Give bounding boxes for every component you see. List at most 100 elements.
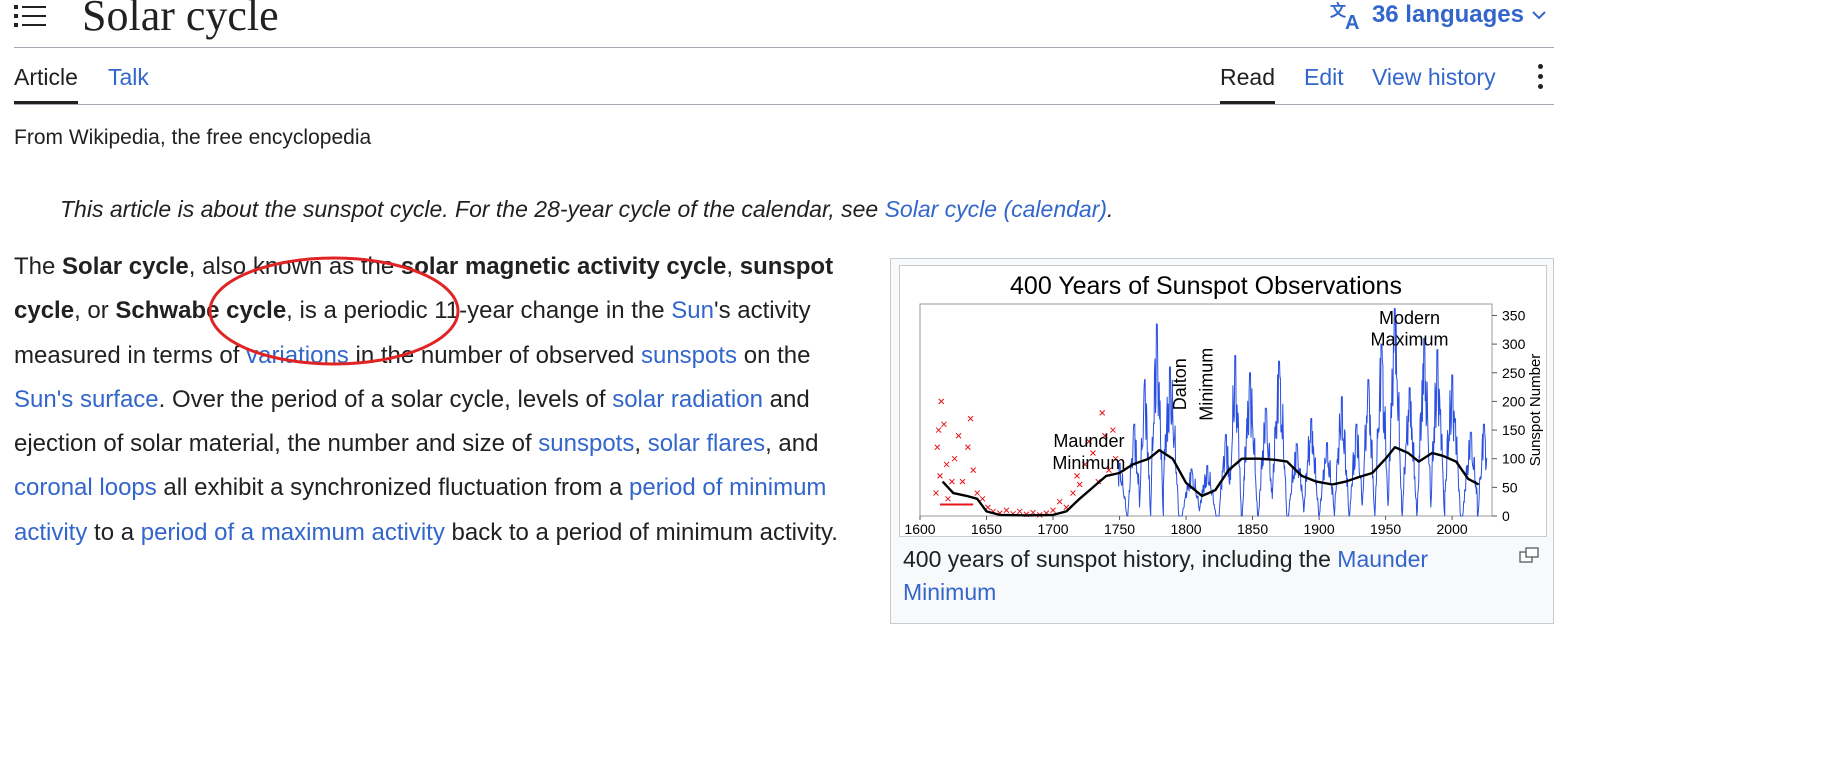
svg-text:文: 文 [1330, 1, 1347, 20]
bold-term: solar magnetic activity cycle [400, 253, 727, 280]
y-tick-label: 250 [1502, 365, 1526, 381]
data-point-early-observation [949, 478, 955, 485]
tab-talk[interactable]: Talk [108, 64, 149, 90]
caption-link[interactable]: Maunder Minimum [903, 546, 1429, 605]
link-suns-surface[interactable]: Sun's surface [14, 385, 159, 413]
y-tick-label: 100 [1502, 451, 1526, 467]
chart-annotation: Minimum [1052, 453, 1125, 473]
data-point-early-observation [945, 495, 951, 502]
chart-image[interactable]: 400 Years of Sunspot Observations 1600 165… [899, 265, 1547, 537]
tab-article[interactable]: Article [14, 64, 78, 104]
data-point-early-observation [1076, 481, 1083, 488]
y-tick-label: 0 [1502, 508, 1510, 524]
data-point-early-observation [1086, 438, 1092, 445]
data-point-early-observation [1050, 507, 1056, 514]
data-point-early-observation [955, 432, 962, 439]
figure-caption: 400 years of sunspot history, including … [903, 543, 1503, 609]
text-run: . Over the period of a solar cycle, leve… [158, 385, 613, 413]
text-run: , also known as the [188, 253, 401, 280]
x-tick-label: 1800 [1170, 521, 1201, 536]
hatnote-end: . [1107, 196, 1114, 222]
data-point-early-observation [937, 473, 943, 479]
translate-icon: 文 A [1330, 1, 1359, 30]
lead-paragraph: The Solar cycle, also known as the solar… [14, 245, 844, 555]
tab-view-history[interactable]: View history [1372, 64, 1496, 90]
text-run: on the [737, 341, 811, 369]
chart-annotation: Maunder [1053, 431, 1124, 451]
data-point-early-observation [1070, 490, 1076, 496]
x-tick-label: 2000 [1437, 521, 1468, 536]
chart-annotation: Modern [1379, 308, 1440, 328]
page-title: Solar cycle [82, 0, 279, 40]
data-point-early-observation [943, 461, 950, 468]
data-point-early-observation [1110, 427, 1116, 433]
data-point-early-observation [951, 455, 958, 462]
site-tagline: From Wikipedia, the free encyclopedia [14, 126, 372, 149]
x-tick-label: 1600 [904, 521, 935, 536]
figure-thumbnail: 400 Years of Sunspot Observations 1600 165… [890, 258, 1554, 624]
y-tick-label: 200 [1502, 393, 1526, 409]
y-tick-label: 350 [1502, 307, 1526, 323]
caption-text: 400 years of sunspot history, including … [903, 546, 1338, 572]
data-point-early-observation [1090, 450, 1096, 456]
data-point-early-observation [935, 427, 942, 433]
text-run: all exhibit a synchronized fluctuation f… [156, 474, 630, 502]
text-run: , or [74, 297, 116, 325]
data-point-early-observation [974, 490, 981, 496]
chart-title: 400 Years of Sunspot Observations [1010, 272, 1402, 300]
chevron-down-icon [1532, 11, 1546, 20]
language-button[interactable]: 文 A 36 languages [1330, 0, 1546, 30]
series-monthly-sunspots [1117, 308, 1488, 518]
hatnote-link[interactable]: Solar cycle (calendar) [884, 196, 1108, 222]
x-tick-label: 1700 [1037, 521, 1068, 536]
chart-annotation: Maximum [1371, 329, 1449, 349]
y-tick-label: 150 [1502, 422, 1526, 438]
link-solar-flares[interactable]: solar flares [647, 430, 766, 458]
x-tick-label: 1950 [1370, 521, 1401, 536]
data-point-early-observation [1106, 467, 1112, 474]
data-point-early-observation [1099, 410, 1106, 416]
sunspot-chart: 400 Years of Sunspot Observations 1600 165… [904, 272, 1544, 536]
chart-annotation: Dalton [1170, 358, 1190, 410]
data-point-early-observation [941, 421, 947, 428]
text-run: , [726, 253, 740, 280]
x-tick-label: 1900 [1303, 521, 1334, 536]
text-run: and ejection of solar material, the numb… [14, 385, 810, 458]
red-highlight-circle [208, 256, 460, 366]
data-point-early-observation [934, 444, 941, 451]
tab-read[interactable]: Read [1220, 64, 1275, 104]
languages-label: 36 languages [1371, 1, 1524, 28]
y-tick-label: 50 [1502, 479, 1518, 495]
text-run: to a [87, 518, 141, 546]
chart-annotation: Minimum [1197, 348, 1217, 421]
data-point-early-observation [933, 490, 939, 496]
link-sunspots-2[interactable]: sunspots [538, 430, 635, 458]
table-of-contents-icon[interactable] [14, 2, 50, 32]
data-point-early-observation [1082, 461, 1088, 468]
data-point-early-observation [970, 467, 977, 474]
text-run: back to a period of minimum activity. [444, 518, 838, 546]
bold-term: sunspot cycle [14, 253, 834, 325]
data-point-early-observation [965, 444, 971, 451]
link-period-of-maximum[interactable]: period of a maximum activity [140, 518, 445, 546]
title-divider [14, 47, 1554, 48]
text-run: , is a periodic 11-year change in the [286, 297, 672, 325]
hatnote-text: This article is about the sunspot cycle.… [60, 196, 885, 222]
series-smoothed-average [941, 445, 1480, 517]
enlarge-icon[interactable] [1519, 547, 1539, 563]
data-point-early-observation [979, 495, 986, 502]
bold-term: Solar cycle [62, 253, 189, 280]
link-period-of-minimum[interactable]: period of minimum activity [14, 474, 827, 546]
data-point-early-observation [1074, 473, 1080, 479]
link-sun[interactable]: Sun [671, 297, 714, 325]
tab-edit[interactable]: Edit [1304, 64, 1344, 90]
x-tick-label: 1650 [971, 521, 1002, 536]
data-point-early-observation [1102, 432, 1108, 439]
link-solar-radiation[interactable]: solar radiation [612, 385, 763, 413]
link-coronal-loops[interactable]: coronal loops [14, 474, 157, 502]
data-point-early-observation [1056, 498, 1063, 505]
text-run: , and [765, 430, 819, 458]
link-sunspots[interactable]: sunspots [640, 341, 738, 369]
more-options-icon[interactable] [1532, 60, 1548, 96]
svg-text:A: A [1345, 12, 1359, 30]
